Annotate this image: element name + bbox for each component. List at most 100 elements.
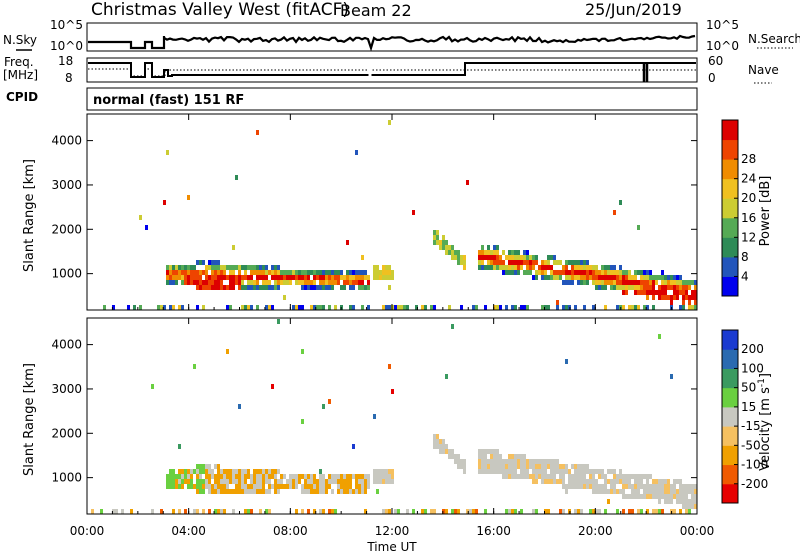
echo-cell (442, 245, 445, 250)
echo-cell (331, 270, 334, 275)
echo-cell (463, 260, 466, 265)
echo-cell (589, 270, 592, 275)
echo-cell (289, 270, 292, 275)
echo-cell (622, 285, 625, 290)
echo-cell (268, 285, 271, 290)
echo-cell (202, 469, 205, 474)
echo-cell (457, 454, 460, 459)
echo-cell (358, 489, 361, 494)
echo-cell (199, 464, 202, 469)
echo-cell (364, 275, 367, 280)
echo-cell (571, 479, 574, 484)
echo-cell (457, 250, 460, 255)
echo-cell (301, 419, 304, 424)
echo-cell (211, 474, 214, 479)
echo-cell (325, 489, 328, 494)
echo-cell (337, 489, 340, 494)
echo-cell (622, 474, 625, 479)
echo-cell (160, 509, 163, 514)
echo-cell (505, 459, 508, 464)
freq-tick-high: 18 (58, 54, 73, 68)
echo-cell (682, 484, 685, 489)
echo-cell (274, 280, 277, 285)
echo-cell (337, 275, 340, 280)
echo-cell (382, 469, 385, 474)
echo-cell (553, 469, 556, 474)
echo-cell (592, 270, 595, 275)
echo-cell (472, 305, 475, 310)
echo-cell (499, 454, 502, 459)
echo-cell (265, 270, 268, 275)
echo-cell (220, 280, 223, 285)
echo-cell (256, 469, 259, 474)
echo-cell (265, 275, 268, 280)
echo-cell (496, 245, 499, 250)
echo-cell (547, 464, 550, 469)
echo-cell (601, 474, 604, 479)
echo-cell (313, 305, 316, 310)
power-colorbar-tick-label: 16 (741, 211, 756, 225)
echo-cell (232, 509, 235, 514)
echo-cell (337, 474, 340, 479)
echo-cell (250, 484, 253, 489)
echo-cell (547, 260, 550, 265)
echo-cell (250, 489, 253, 494)
echo-cell (271, 285, 274, 290)
echo-cell (676, 499, 679, 504)
echo-cell (439, 245, 442, 250)
echo-cell (232, 280, 235, 285)
echo-cell (565, 260, 568, 265)
echo-cell (460, 459, 463, 464)
echo-cell (514, 464, 517, 469)
echo-cell (436, 230, 439, 235)
echo-cell (505, 305, 508, 310)
echo-cell (304, 474, 307, 479)
echo-cell (358, 285, 361, 290)
echo-cell (322, 474, 325, 479)
echo-cell (523, 270, 526, 275)
echo-cell (493, 265, 496, 270)
echo-cell (661, 280, 664, 285)
echo-cell (538, 265, 541, 270)
echo-cell (610, 469, 613, 474)
echo-cell (556, 305, 559, 310)
echo-cell (529, 464, 532, 469)
echo-cell (283, 474, 286, 479)
echo-cell (676, 275, 679, 280)
freq-label-line2: [MHz] (3, 68, 38, 82)
echo-cell (274, 270, 277, 275)
echo-cell (526, 270, 529, 275)
echo-cell (568, 469, 571, 474)
echo-cell (304, 275, 307, 280)
echo-cell (643, 494, 646, 499)
echo-cell (694, 295, 697, 300)
echo-cell (544, 469, 547, 474)
echo-cell (574, 270, 577, 275)
echo-cell (292, 305, 295, 310)
echo-cell (685, 499, 688, 504)
echo-cell (475, 509, 478, 514)
echo-cell (244, 489, 247, 494)
echo-cell (304, 280, 307, 285)
echo-cell (412, 210, 415, 215)
echo-cell (310, 305, 313, 310)
echo-cell (496, 265, 499, 270)
echo-cell (559, 469, 562, 474)
echo-cell (376, 479, 379, 484)
echo-cell (184, 474, 187, 479)
echo-cell (634, 479, 637, 484)
echo-cell (376, 474, 379, 479)
echo-cell (379, 469, 382, 474)
echo-cell (646, 509, 649, 514)
echo-cell (343, 275, 346, 280)
echo-cell (505, 265, 508, 270)
echo-cell (547, 509, 550, 514)
echo-cell (385, 509, 388, 514)
echo-cell (100, 509, 103, 514)
echo-cell (181, 275, 184, 280)
velocity-colorbar-label: Velocity [m s-1] (757, 373, 773, 471)
echo-cell (277, 489, 280, 494)
echo-cell (367, 280, 370, 285)
echo-cell (487, 255, 490, 260)
